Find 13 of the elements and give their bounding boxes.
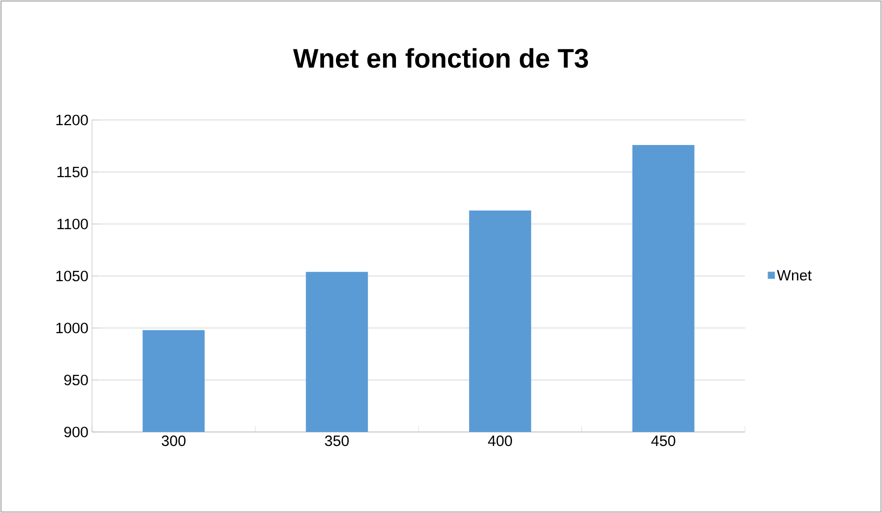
- y-tick-label: 950: [64, 374, 88, 386]
- x-tick-label: 300: [162, 436, 186, 446]
- legend-label: Wnet: [776, 270, 812, 281]
- y-tick-label: 1200: [56, 114, 88, 126]
- x-tick-label: 350: [324, 436, 349, 446]
- y-tick-label: 1050: [56, 270, 88, 282]
- x-tick-label: 450: [651, 436, 676, 446]
- y-tick-label: 1000: [56, 322, 88, 334]
- y-tick-label: 900: [64, 426, 88, 438]
- y-tick-label: 1100: [57, 218, 88, 230]
- y-tick-label: 1150: [57, 166, 88, 178]
- chart-title: Wnet en fonction de T3: [293, 48, 588, 68]
- x-tick-label: 400: [488, 436, 512, 446]
